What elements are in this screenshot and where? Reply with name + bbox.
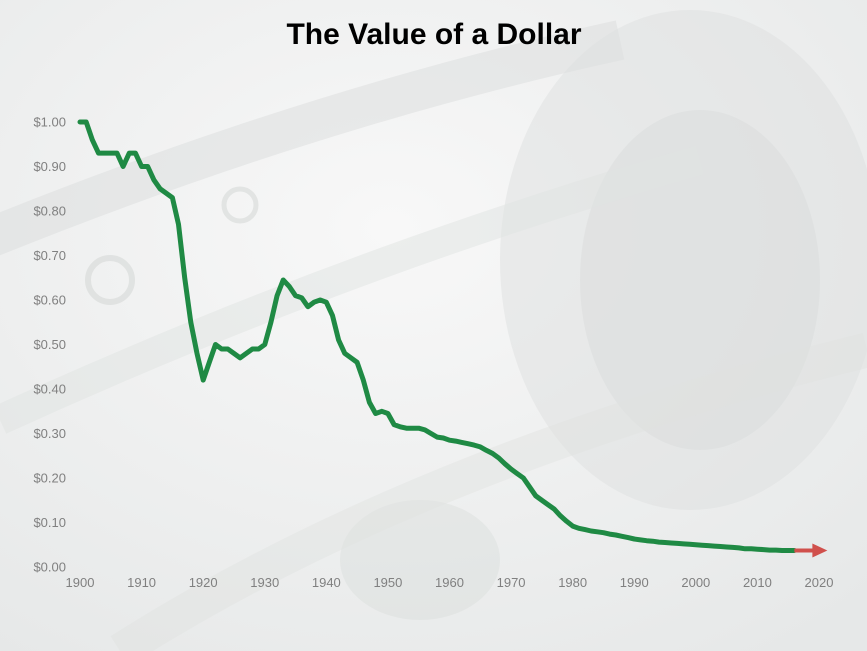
y-tick-label: $0.30 <box>33 426 66 441</box>
dollar-value-line <box>77 119 797 553</box>
y-tick-label: $0.40 <box>33 382 66 397</box>
x-tick-label: 2010 <box>743 575 772 590</box>
x-axis-ticks: 1900 1910 1920 1930 1940 1950 1960 1970 1980 1990… <box>66 575 834 590</box>
y-tick-label: $0.20 <box>33 471 66 486</box>
x-tick-label: 1990 <box>620 575 649 590</box>
x-tick-label: 1910 <box>127 575 156 590</box>
y-tick-label: $0.00 <box>33 560 66 575</box>
y-axis-ticks: $0.00 $0.10 $0.20 $0.30 $0.40 $0.50 $0.60 $0.70… <box>33 115 66 575</box>
y-tick-label: $0.10 <box>33 515 66 530</box>
x-tick-label: 1940 <box>312 575 341 590</box>
x-tick-label: 1970 <box>497 575 526 590</box>
y-tick-label: $0.50 <box>33 337 66 352</box>
chart-title: The Value of a Dollar <box>286 18 581 51</box>
x-tick-label: 2000 <box>681 575 710 590</box>
x-tick-label: 1900 <box>66 575 95 590</box>
trend-arrow <box>794 543 828 558</box>
x-tick-label: 1960 <box>435 575 464 590</box>
y-tick-label: $0.80 <box>33 204 66 219</box>
y-tick-label: $0.70 <box>33 248 66 263</box>
x-tick-label: 2020 <box>805 575 834 590</box>
x-tick-label: 1980 <box>558 575 587 590</box>
x-tick-label: 1930 <box>250 575 279 590</box>
trend-arrow-head <box>812 543 828 558</box>
x-tick-label: 1920 <box>189 575 218 590</box>
x-tick-label: 1950 <box>373 575 402 590</box>
y-tick-label: $0.60 <box>33 293 66 308</box>
y-tick-label: $1.00 <box>33 115 66 130</box>
y-tick-label: $0.90 <box>33 159 66 174</box>
